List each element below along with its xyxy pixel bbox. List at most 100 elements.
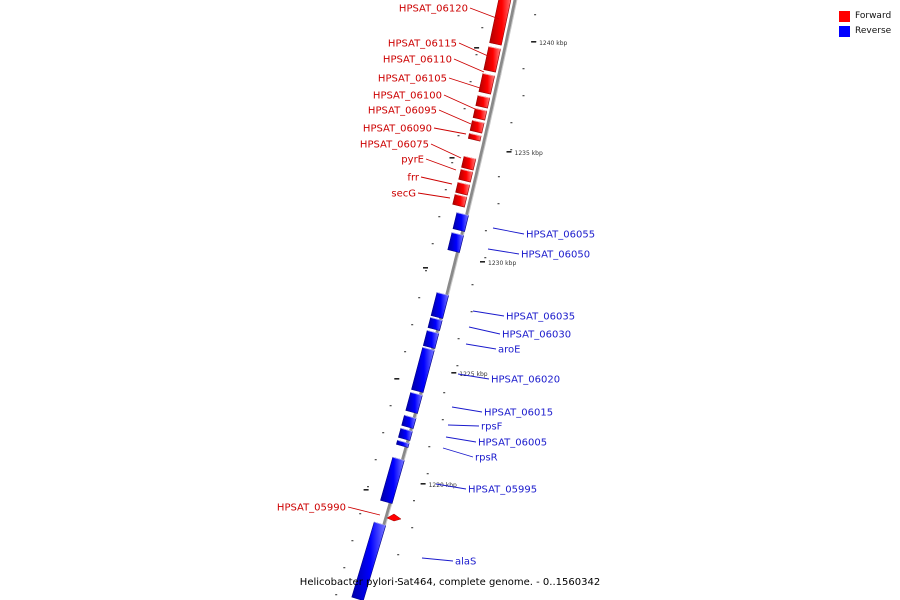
gene-label-forward-6: HPSAT_06095 xyxy=(368,106,472,125)
gene-label-reverse-9: HPSAT_06005 xyxy=(445,436,547,449)
gene-block-reverse-head xyxy=(392,456,405,461)
gene-block-reverse-head xyxy=(430,317,443,321)
gene-leader-line xyxy=(448,77,481,89)
scale-tick-mark xyxy=(395,581,398,583)
gene-leader-line xyxy=(445,436,477,443)
gene-block-reverse-head xyxy=(427,330,439,334)
gene-label-forward-4: HPSAT_06105 xyxy=(378,74,481,89)
gene-label-text: HPSAT_06100 xyxy=(373,91,442,102)
kbp-label-1: 1240 kbp xyxy=(539,40,567,47)
scale-tick-mark xyxy=(471,284,474,286)
scale-tick-mark xyxy=(463,108,466,110)
scale-tick-mark xyxy=(413,500,415,502)
gene-label-forward-10: frr xyxy=(407,173,453,185)
gene-leader-line xyxy=(438,109,472,125)
gene-label-text: HPSAT_06105 xyxy=(378,74,447,85)
scale-tick-mark xyxy=(484,257,487,259)
gene-leader-line xyxy=(435,483,467,490)
kbp-major-tick xyxy=(506,151,512,153)
gene-block-reverse xyxy=(351,521,387,600)
kbp-label-3: 1230 kbp xyxy=(488,260,516,267)
kbp-label-4: 1225 kbp xyxy=(459,371,487,378)
kbp-major-tick xyxy=(420,483,426,485)
gene-label-text: pyrE xyxy=(401,155,424,166)
gene-block-forward-head xyxy=(475,108,487,112)
gene-block-reverse-head xyxy=(456,212,469,216)
gene-label-reverse-10: rpsR xyxy=(442,447,498,464)
gene-label-forward-3: HPSAT_06110 xyxy=(383,55,485,73)
legend-label-forward: Forward xyxy=(855,11,892,21)
gene-label-reverse-8: rpsF xyxy=(447,422,503,433)
gene-label-forward-8: HPSAT_06075 xyxy=(360,140,462,159)
gene-block-forward-head xyxy=(469,133,482,137)
gene-label-forward-12: HPSAT_05990 xyxy=(277,503,381,516)
gene-leader-line xyxy=(492,227,525,235)
gene-label-text: HPSAT_06005 xyxy=(478,438,547,449)
gene-block-reverse xyxy=(405,392,423,414)
scale-tick-mark xyxy=(457,338,460,340)
gene-block-reverse xyxy=(452,212,469,232)
legend-swatch-reverse xyxy=(839,25,850,37)
gene-block-reverse-head xyxy=(410,392,423,396)
gene-block-forward-head xyxy=(488,46,501,50)
gene-block-forward xyxy=(455,181,471,196)
gene-label-forward-7: HPSAT_06090 xyxy=(363,124,467,135)
scale-tick-mark xyxy=(411,324,414,326)
scale-tick-mark xyxy=(469,81,472,83)
scale-tick-mark xyxy=(426,473,429,475)
gene-label-text: HPSAT_06055 xyxy=(526,230,595,241)
gene-label-text: HPSAT_05990 xyxy=(277,503,346,514)
kbp-major-tick xyxy=(451,372,457,374)
scale-tick-mark xyxy=(475,54,478,56)
gene-label-text: HPSAT_06110 xyxy=(383,55,452,66)
scale-tick-mark xyxy=(510,149,513,151)
gene-block-forward-head xyxy=(461,168,473,173)
gene-leader-line xyxy=(458,42,489,57)
gene-label-reverse-12: alaS xyxy=(421,557,476,568)
gene-label-forward-5: HPSAT_06100 xyxy=(373,91,476,110)
scale-tick-mark xyxy=(441,419,444,421)
scale-tick-mark xyxy=(425,270,427,272)
gene-block-forward-head xyxy=(477,95,490,99)
gene-label-text: HPSAT_06050 xyxy=(521,250,590,261)
gene-label-reverse-1: HPSAT_06055 xyxy=(492,227,595,241)
gene-leader-line xyxy=(472,310,505,317)
gene-label-text: HPSAT_06090 xyxy=(363,124,432,135)
gene-label-text: HPSAT_06115 xyxy=(388,39,457,50)
scale-tick-mark xyxy=(382,432,385,434)
kbp-major-tick xyxy=(423,267,428,269)
gene-block-reverse-head xyxy=(400,427,413,432)
gene-leader-line xyxy=(469,7,500,20)
gene-label-text: HPSAT_06015 xyxy=(484,408,553,419)
gene-label-forward-2: HPSAT_06115 xyxy=(388,39,489,57)
gene-label-reverse-7: HPSAT_06015 xyxy=(451,406,553,419)
genome-caption: Helicobacter pylori Sat464, complete gen… xyxy=(299,577,601,588)
scale-tick-mark xyxy=(343,567,346,569)
gene-label-reverse-3: HPSAT_06035 xyxy=(472,310,575,323)
gene-leader-line xyxy=(443,94,476,110)
gene-label-text: alaS xyxy=(455,557,476,568)
gene-block-reverse-head xyxy=(397,439,410,444)
gene-block-reverse-head xyxy=(404,414,417,419)
scale-tick-mark xyxy=(456,365,459,367)
gene-leader-line xyxy=(433,127,467,135)
scale-tick-mark xyxy=(351,540,354,542)
gene-leader-line xyxy=(457,373,490,380)
kbp-major-tick xyxy=(474,47,480,49)
gene-block-reverse-head xyxy=(451,232,464,236)
scale-tick-mark xyxy=(374,459,377,461)
gene-leader-line xyxy=(451,406,483,413)
gene-label-text: HPSAT_06095 xyxy=(368,106,437,117)
gene-block-forward-head xyxy=(457,181,470,186)
scale-tick-mark xyxy=(428,446,431,448)
scale-tick-mark xyxy=(522,95,525,97)
gene-block-forward-head xyxy=(464,155,476,160)
gene-label-text: HPSAT_06030 xyxy=(502,330,571,341)
scale-tick-mark xyxy=(431,243,434,245)
scale-tick-mark xyxy=(367,486,369,488)
gene-label-text: secG xyxy=(391,189,416,200)
scale-tick-mark xyxy=(470,311,473,313)
scale-tick-mark xyxy=(457,135,460,137)
kbp-major-tick xyxy=(449,157,455,159)
